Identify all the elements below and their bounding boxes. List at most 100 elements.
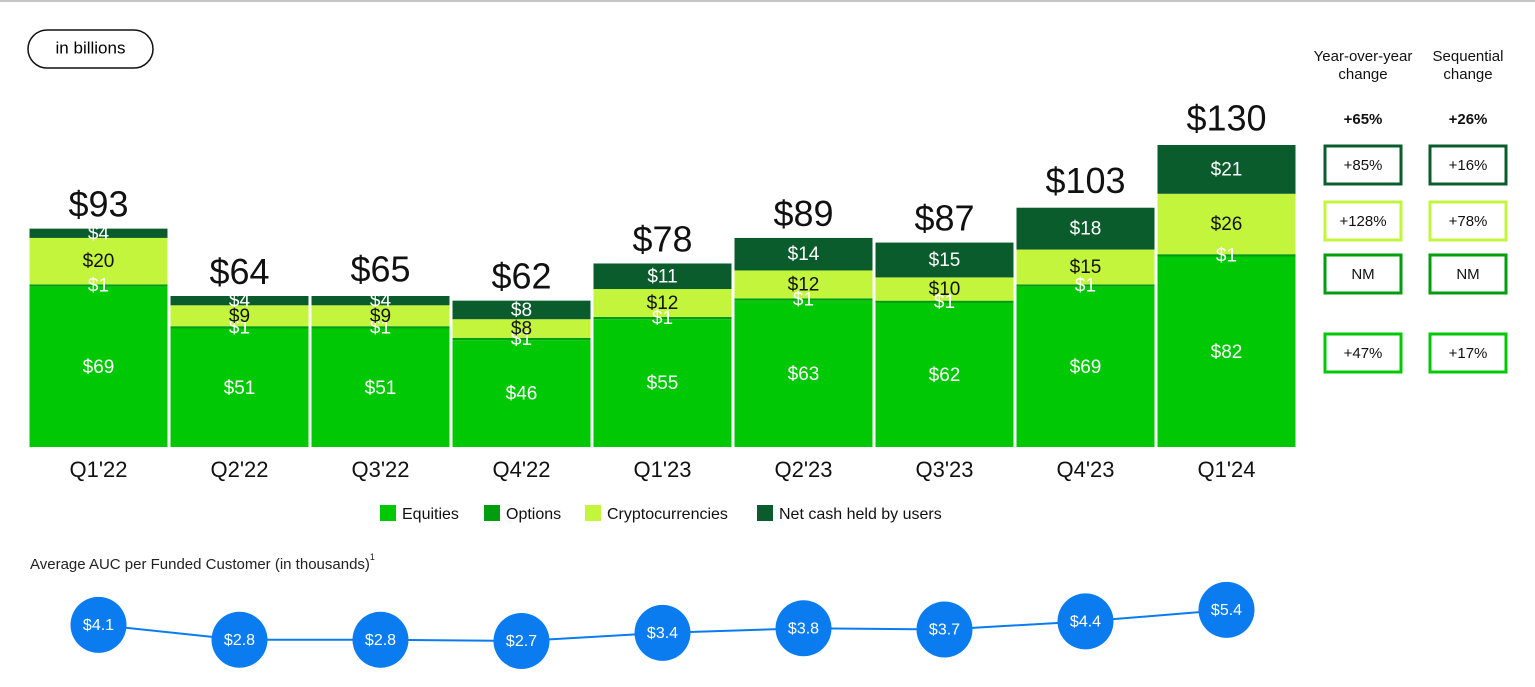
segment-label: $1: [1216, 245, 1237, 266]
total-label: $89: [773, 193, 833, 234]
point: [634, 604, 691, 661]
change-box: [1428, 253, 1508, 295]
point: [70, 596, 127, 653]
total-label: $64: [209, 251, 269, 292]
line-title: Average AUC per Funded Customer (in thou…: [30, 552, 375, 573]
change-value: NM: [1456, 266, 1479, 283]
bar-segment: [311, 328, 450, 447]
bar-segment: [311, 305, 450, 327]
segment-label: $4: [88, 223, 110, 244]
bar-segment: [593, 289, 732, 317]
x-tick-label: Q3'22: [351, 457, 409, 482]
legend-label: Equities: [402, 506, 459, 523]
segment-label: $1: [793, 290, 814, 311]
total-label: $103: [1045, 160, 1125, 201]
change-value: +85%: [1344, 157, 1383, 174]
point-label: $4.4: [1070, 614, 1101, 631]
total-label: $78: [632, 218, 692, 259]
bar-segment: [170, 305, 309, 327]
change-value: +128%: [1339, 213, 1386, 230]
bar-segment: [452, 300, 591, 320]
change-box: [1323, 332, 1403, 374]
bar-segment: [1157, 193, 1296, 255]
segment-label: $1: [370, 317, 391, 338]
yoy-header: Year-over-year change: [1313, 48, 1413, 83]
legend-label: Options: [506, 506, 561, 523]
bar-segment: [734, 237, 873, 271]
segment-label: $18: [1070, 219, 1102, 240]
point: [1057, 593, 1114, 650]
segment-label: $26: [1211, 214, 1243, 235]
x-tick-label: Q2'23: [774, 457, 832, 482]
bar-segment: [311, 326, 450, 329]
unit-note: in billions: [56, 38, 126, 57]
bar-segment: [1016, 286, 1155, 447]
bar-segment: [29, 228, 168, 238]
point: [493, 612, 550, 669]
change-box: [1428, 332, 1508, 374]
point: [352, 611, 409, 668]
segment-label: $14: [788, 244, 820, 265]
segment-label: $63: [788, 364, 820, 385]
bar-segment: [170, 328, 309, 447]
segment-label: $21: [1211, 159, 1243, 180]
change-value: +47%: [1344, 345, 1383, 362]
total-change: +26%: [1449, 111, 1488, 128]
x-tick-label: Q4'22: [492, 457, 550, 482]
segment-label: $15: [1070, 257, 1102, 278]
bar-segment: [1157, 256, 1296, 447]
total-change: +65%: [1344, 111, 1383, 128]
legend-swatch: [484, 505, 500, 521]
x-tick-label: Q3'23: [915, 457, 973, 482]
segment-label: $55: [647, 373, 679, 394]
bar-segment: [593, 263, 732, 290]
point: [211, 611, 268, 668]
change-value: +16%: [1449, 157, 1488, 174]
bar-segment: [1016, 284, 1155, 287]
segment-label: $9: [370, 306, 391, 327]
bar-segment: [875, 300, 1014, 303]
bar-segment: [1157, 145, 1296, 194]
segment-label: $82: [1211, 342, 1243, 363]
point-label: $2.8: [365, 632, 396, 649]
total-label: $62: [491, 255, 551, 296]
legend-swatch: [585, 505, 601, 521]
seq-header: Sequential change: [1432, 48, 1504, 83]
segment-label: $4: [370, 291, 392, 312]
change-box: [1323, 200, 1403, 242]
segment-label: $20: [83, 251, 115, 272]
bar-segment: [875, 242, 1014, 278]
bar-segment: [170, 296, 309, 306]
segment-label: $46: [506, 384, 538, 405]
x-tick-label: Q4'23: [1056, 457, 1114, 482]
segment-label: $69: [83, 357, 115, 378]
change-value: +78%: [1449, 213, 1488, 230]
bar-segment: [452, 340, 591, 447]
segment-label: $8: [511, 300, 532, 321]
change-box: [1323, 144, 1403, 186]
legend-label: Cryptocurrencies: [607, 506, 728, 523]
point: [775, 600, 832, 657]
change-value: NM: [1351, 266, 1374, 283]
segment-label: $11: [647, 266, 677, 287]
bar-segment: [29, 237, 168, 285]
bar-segment: [593, 316, 732, 320]
bar-segment: [170, 326, 309, 329]
segment-label: $1: [1075, 276, 1096, 297]
x-tick-label: Q1'22: [69, 457, 127, 482]
segment-label: $1: [934, 292, 955, 313]
segment-label: $12: [647, 293, 679, 314]
unit-pill: [27, 29, 154, 69]
line-title-text: Average AUC per Funded Customer (in thou…: [30, 556, 370, 573]
bar-segment: [875, 277, 1014, 301]
segment-label: $69: [1070, 357, 1102, 378]
bar-segment: [1157, 254, 1296, 257]
bar-segment: [452, 337, 591, 341]
bar-segment: [734, 300, 873, 447]
total-label: $65: [350, 249, 410, 290]
point-label: $3.7: [929, 622, 960, 639]
total-label: $87: [914, 197, 974, 238]
segment-label: $51: [224, 378, 256, 399]
point-label: $3.4: [647, 625, 678, 642]
